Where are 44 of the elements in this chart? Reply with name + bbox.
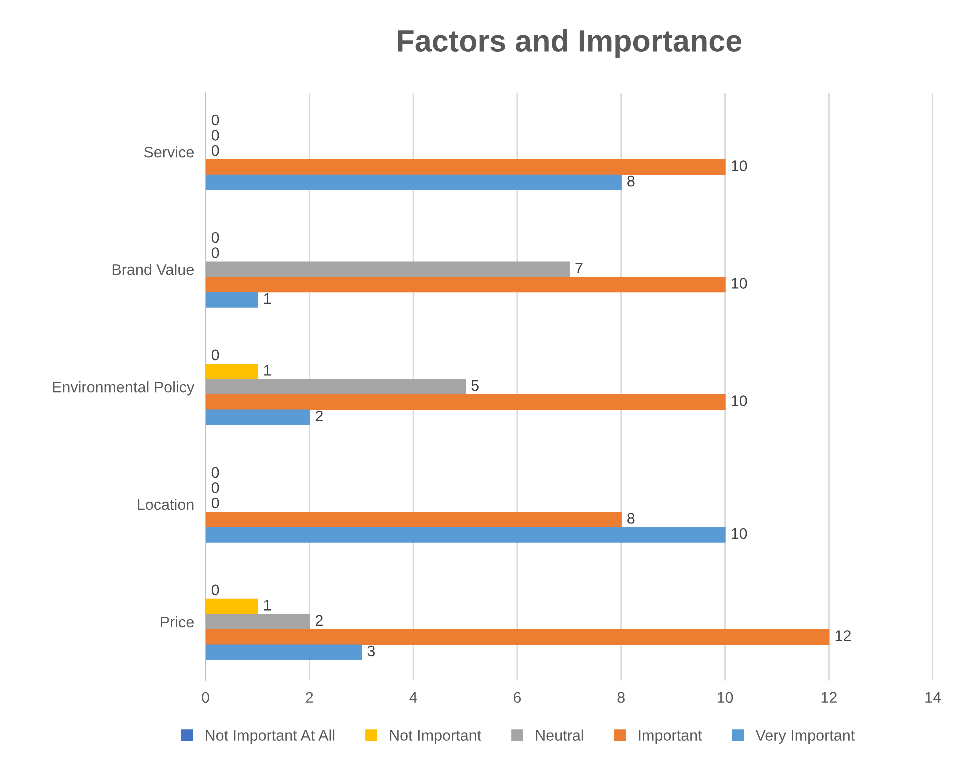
- data-label: 10: [732, 278, 748, 289]
- x-tick-label: 4: [410, 692, 418, 703]
- data-label: 0: [212, 248, 220, 258]
- y-tick-label: Service: [144, 146, 194, 158]
- data-label: 1: [264, 294, 272, 304]
- data-label: 10: [732, 528, 748, 540]
- x-tick-label: 0: [202, 692, 210, 704]
- y-tick-label: Location: [138, 498, 194, 510]
- x-tick-label: 8: [618, 692, 625, 704]
- y-tick-label: Environmental Policy: [53, 382, 195, 396]
- data-label: 2: [316, 615, 323, 626]
- data-label: 5: [472, 380, 479, 392]
- data-label: 0: [212, 350, 220, 361]
- data-label: 0: [212, 232, 220, 244]
- legend-label: Not Important: [390, 730, 482, 744]
- y-tick-label: Brand Value: [112, 264, 194, 276]
- data-label: 0: [212, 114, 220, 126]
- data-label: 10: [732, 396, 748, 406]
- data-label: 8: [628, 176, 635, 187]
- data-label: 0: [212, 498, 220, 509]
- x-tick-label: 6: [514, 692, 522, 704]
- legend-label: Not Important At All: [206, 730, 335, 744]
- data-label: 0: [212, 130, 220, 141]
- legend-label: Very Important: [756, 730, 856, 744]
- x-tick-label: 12: [822, 692, 837, 703]
- data-label: 10: [732, 160, 748, 172]
- data-label: 0: [212, 482, 220, 494]
- chart-title: Factors and Importance: [398, 30, 742, 58]
- data-label: 2: [316, 410, 323, 422]
- x-tick-label: 14: [926, 692, 942, 703]
- data-label: 12: [836, 630, 851, 642]
- data-label: 0: [212, 145, 220, 156]
- data-label: 8: [628, 513, 635, 524]
- data-label: 0: [212, 467, 220, 478]
- data-label: 1: [264, 600, 272, 611]
- data-label: 3: [368, 646, 375, 657]
- data-label: 1: [264, 365, 272, 376]
- legend-label: Neutral: [536, 730, 584, 741]
- data-label: 0: [212, 584, 220, 596]
- legend-label: Important: [639, 730, 702, 744]
- data-label: 7: [576, 263, 583, 274]
- x-tick-label: 2: [306, 692, 314, 703]
- y-tick-label: Price: [161, 616, 194, 628]
- x-tick-label: 10: [718, 692, 734, 704]
